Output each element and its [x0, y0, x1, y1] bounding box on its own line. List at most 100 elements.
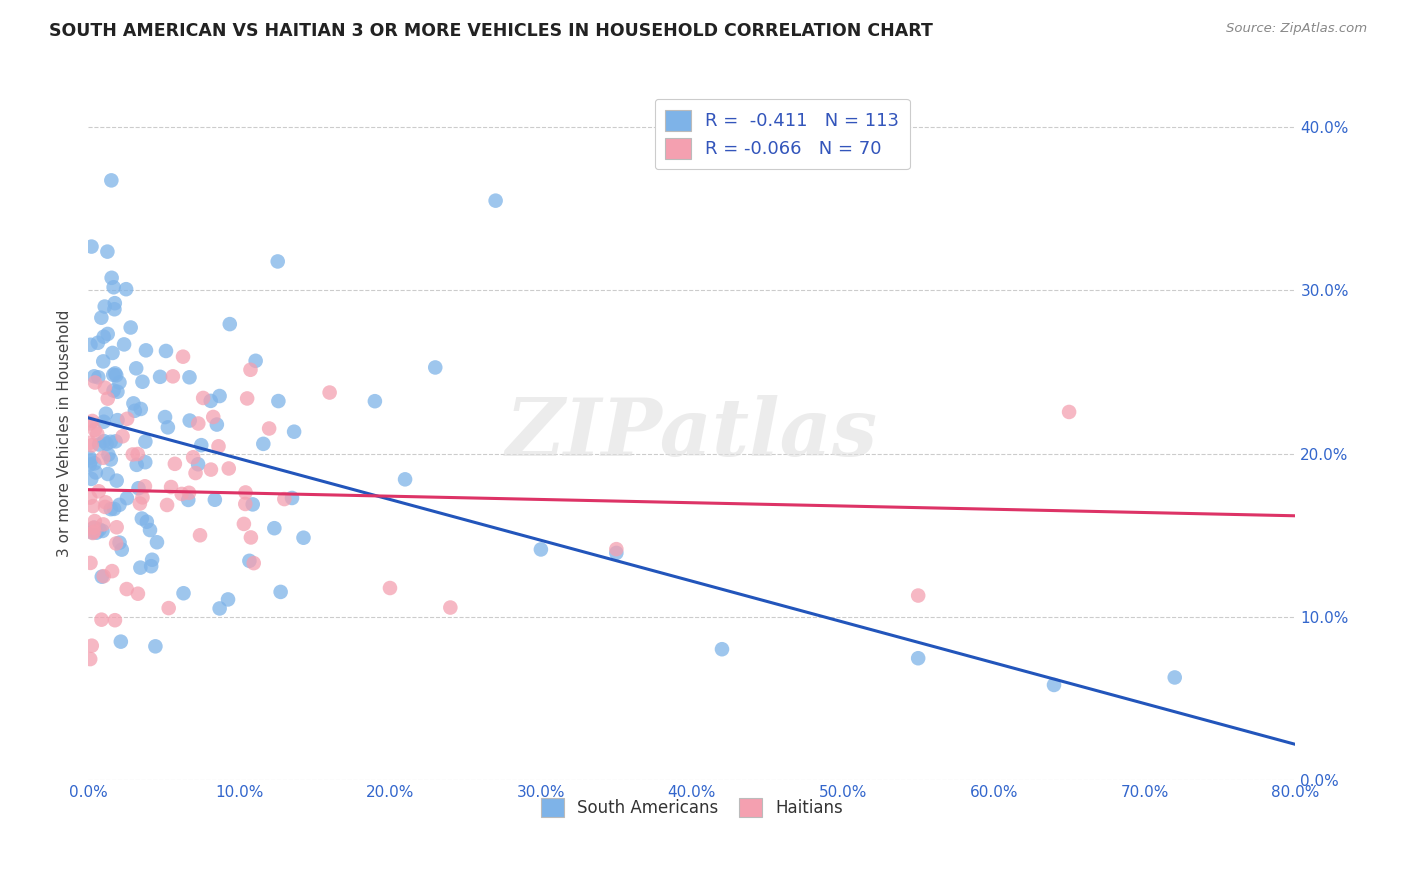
Point — [187, 417, 209, 431]
Point — [160, 480, 183, 494]
Point — [190, 438, 212, 452]
Point — [1043, 678, 1066, 692]
Point — [181, 450, 204, 465]
Point — [111, 429, 134, 443]
Point — [204, 492, 226, 507]
Point — [96, 244, 118, 259]
Point — [91, 450, 114, 465]
Point — [79, 338, 101, 352]
Point — [283, 425, 305, 439]
Point — [103, 302, 125, 317]
Point — [173, 586, 195, 600]
Point — [101, 346, 124, 360]
Point — [96, 436, 118, 450]
Point — [425, 360, 447, 375]
Point — [394, 472, 416, 486]
Point — [242, 556, 264, 570]
Point — [163, 457, 186, 471]
Point — [105, 536, 128, 550]
Point — [80, 639, 103, 653]
Point — [281, 491, 304, 505]
Point — [79, 417, 101, 431]
Point — [87, 370, 110, 384]
Point — [131, 375, 153, 389]
Point — [242, 497, 264, 511]
Point — [93, 569, 115, 583]
Point — [108, 376, 131, 390]
Point — [80, 239, 103, 253]
Point — [79, 450, 101, 465]
Point — [104, 367, 127, 381]
Point — [108, 535, 131, 549]
Point — [239, 531, 262, 545]
Point — [236, 392, 259, 406]
Point — [177, 485, 200, 500]
Point — [187, 457, 209, 471]
Point — [90, 613, 112, 627]
Point — [179, 413, 201, 427]
Point — [97, 392, 120, 406]
Point — [129, 497, 152, 511]
Point — [131, 491, 153, 505]
Point — [80, 438, 103, 452]
Point — [155, 343, 177, 358]
Point — [103, 384, 125, 398]
Point — [530, 542, 553, 557]
Point — [83, 521, 105, 535]
Point — [191, 391, 214, 405]
Point — [94, 500, 117, 514]
Point — [82, 414, 104, 428]
Point — [239, 363, 262, 377]
Text: SOUTH AMERICAN VS HAITIAN 3 OR MORE VEHICLES IN HOUSEHOLD CORRELATION CHART: SOUTH AMERICAN VS HAITIAN 3 OR MORE VEHI… — [49, 22, 934, 40]
Point — [91, 354, 114, 368]
Point — [97, 326, 120, 341]
Point — [134, 455, 156, 469]
Point — [139, 523, 162, 537]
Point — [146, 535, 169, 549]
Point — [93, 415, 115, 429]
Point — [105, 474, 128, 488]
Point — [115, 491, 138, 505]
Text: ZIPatlas: ZIPatlas — [506, 394, 877, 472]
Point — [107, 413, 129, 427]
Point — [87, 335, 110, 350]
Point — [108, 498, 131, 512]
Point — [170, 487, 193, 501]
Point — [145, 640, 167, 654]
Point — [172, 350, 194, 364]
Point — [177, 492, 200, 507]
Point — [107, 384, 129, 399]
Point — [97, 448, 120, 462]
Point — [135, 343, 157, 358]
Point — [115, 282, 138, 296]
Point — [93, 300, 115, 314]
Point — [485, 194, 508, 208]
Point — [83, 514, 105, 528]
Point — [129, 401, 152, 416]
Point — [100, 502, 122, 516]
Point — [238, 554, 260, 568]
Point — [83, 457, 105, 471]
Point — [207, 439, 229, 453]
Point — [79, 652, 101, 666]
Point — [124, 404, 146, 418]
Point — [157, 601, 180, 615]
Point — [79, 556, 101, 570]
Point — [104, 296, 127, 310]
Legend: South Americans, Haitians: South Americans, Haitians — [534, 791, 849, 824]
Point — [87, 484, 110, 499]
Point — [100, 452, 122, 467]
Point — [605, 542, 627, 557]
Point — [318, 385, 340, 400]
Y-axis label: 3 or more Vehicles in Household: 3 or more Vehicles in Household — [58, 310, 72, 557]
Point — [83, 369, 105, 384]
Point — [711, 642, 734, 657]
Point — [156, 498, 179, 512]
Point — [232, 516, 254, 531]
Point — [104, 434, 127, 449]
Point — [205, 417, 228, 432]
Point — [267, 254, 290, 268]
Point — [605, 546, 627, 560]
Point — [83, 423, 105, 437]
Point — [162, 369, 184, 384]
